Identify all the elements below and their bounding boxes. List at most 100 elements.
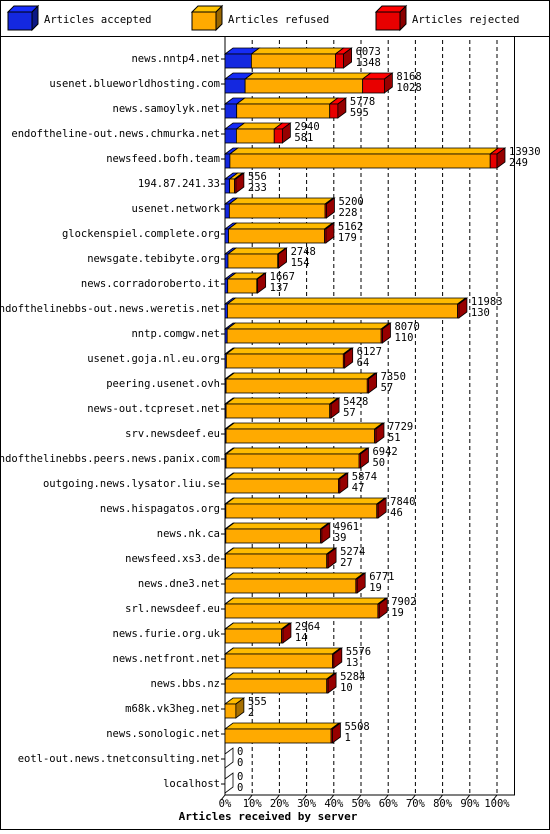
bar-front [230, 154, 490, 168]
bar-front [251, 54, 335, 68]
bar-top [226, 423, 383, 429]
bar-segment [227, 323, 389, 343]
accepted-label: 137 [270, 282, 289, 294]
accepted-label: 19 [369, 582, 382, 594]
bar-front [225, 204, 229, 218]
bar-top [229, 223, 333, 229]
bar-front [226, 529, 321, 543]
category-label: endofthelinebbs.peers.news.panix.com [0, 453, 220, 465]
x-tick-label: 100% [484, 798, 510, 810]
accepted-label: 2 [248, 707, 254, 719]
bar-top [225, 573, 364, 579]
bar-front [225, 654, 332, 668]
bar-front [227, 329, 381, 343]
bar-front [363, 79, 385, 93]
accepted-label: 1 [344, 732, 350, 744]
category-label: news.dne3.net [138, 578, 220, 590]
bar-front [230, 179, 235, 193]
category-label: srv.newsdeef.eu [125, 428, 220, 440]
bar-segment [226, 348, 351, 368]
x-tick-label: 20% [270, 798, 290, 810]
bar-front [228, 254, 278, 268]
bar-segment [237, 98, 338, 118]
category-label: peering.usenet.ovh [106, 378, 220, 390]
category-label: localhost [163, 778, 220, 790]
accepted-label: 233 [248, 182, 267, 194]
category-label: 194.87.241.33 [138, 178, 220, 190]
bar-segment [230, 148, 498, 168]
bar-top [227, 323, 389, 329]
accepted-label: 228 [338, 207, 357, 219]
bar-top [225, 723, 339, 729]
bar-front [226, 479, 339, 493]
category-label: news.nk.ca [157, 528, 220, 540]
bar-front [236, 129, 274, 143]
legend-label: Articles accepted [44, 14, 151, 26]
accepted-label: 39 [334, 532, 347, 544]
accepted-label: 249 [509, 157, 528, 169]
bar-front [225, 604, 378, 618]
category-label: eotl-out.news.tnetconsulting.net [18, 753, 220, 765]
accepted-label: 1028 [396, 82, 421, 94]
category-label: newsfeed.xs3.de [125, 553, 220, 565]
legend-label: Articles rejected [412, 14, 519, 26]
bar-front [245, 79, 363, 93]
bar-segment [226, 398, 338, 418]
accepted-label: 57 [343, 407, 356, 419]
bar-front [228, 279, 257, 293]
bar-front [225, 279, 228, 293]
category-label: news.nntp4.net [131, 53, 220, 65]
bar-side [225, 773, 233, 793]
bar-top [226, 548, 335, 554]
bar-top [245, 73, 371, 79]
category-label: srl.newsdeef.eu [125, 603, 220, 615]
category-label: usenet.goja.nl.eu.org [87, 353, 220, 365]
accepted-label: 27 [340, 557, 353, 569]
bar-front [227, 304, 457, 318]
bar-segment [226, 498, 385, 518]
category-label: news.furie.org.uk [113, 628, 221, 640]
bar-segment [251, 48, 343, 68]
bar-top [227, 298, 465, 304]
accepted-label: 581 [294, 132, 313, 144]
bar-front [225, 729, 331, 743]
bar-top [225, 673, 334, 679]
category-label: news.corradoroberto.it [81, 278, 220, 290]
accepted-label: 47 [352, 482, 365, 494]
bar-segment [228, 248, 286, 268]
bar-front [225, 704, 236, 718]
accepted-label: 0 [237, 757, 243, 769]
category-label: endoftheline-out.news.chmurka.net [11, 128, 220, 140]
bar-segment [225, 623, 289, 643]
bar-segment [225, 723, 339, 743]
bar-front [226, 429, 375, 443]
bar-front [225, 579, 356, 593]
bar-front [490, 154, 497, 168]
category-label: outgoing.news.lysator.liu.se [43, 478, 220, 490]
x-tick-label: 30% [297, 798, 317, 810]
category-label: news.sonologic.net [106, 728, 220, 740]
accepted-label: 0 [237, 782, 243, 794]
accepted-label: 50 [372, 457, 385, 469]
legend-swatch [192, 12, 216, 30]
bar-top [226, 498, 385, 504]
x-tick-label: 80% [433, 798, 453, 810]
bar-segment [225, 648, 340, 668]
category-label: endofthelinebbs-out.news.weretis.net [0, 303, 220, 315]
accepted-label: 110 [394, 332, 413, 344]
bar-segment [225, 598, 386, 618]
bar-segment [225, 673, 334, 693]
bar-front [237, 104, 330, 118]
bar-front [335, 54, 343, 68]
category-label: newsgate.tebibyte.org [87, 253, 220, 265]
category-label: news.samoylyk.net [113, 103, 220, 115]
accepted-label: 46 [390, 507, 403, 519]
category-label: news.netfront.net [113, 653, 220, 665]
category-label: news-out.tcpreset.net [87, 403, 220, 415]
legend-swatch [376, 12, 400, 30]
bar-segment [226, 373, 375, 393]
bar-front [225, 179, 230, 193]
bar-top [225, 623, 289, 629]
